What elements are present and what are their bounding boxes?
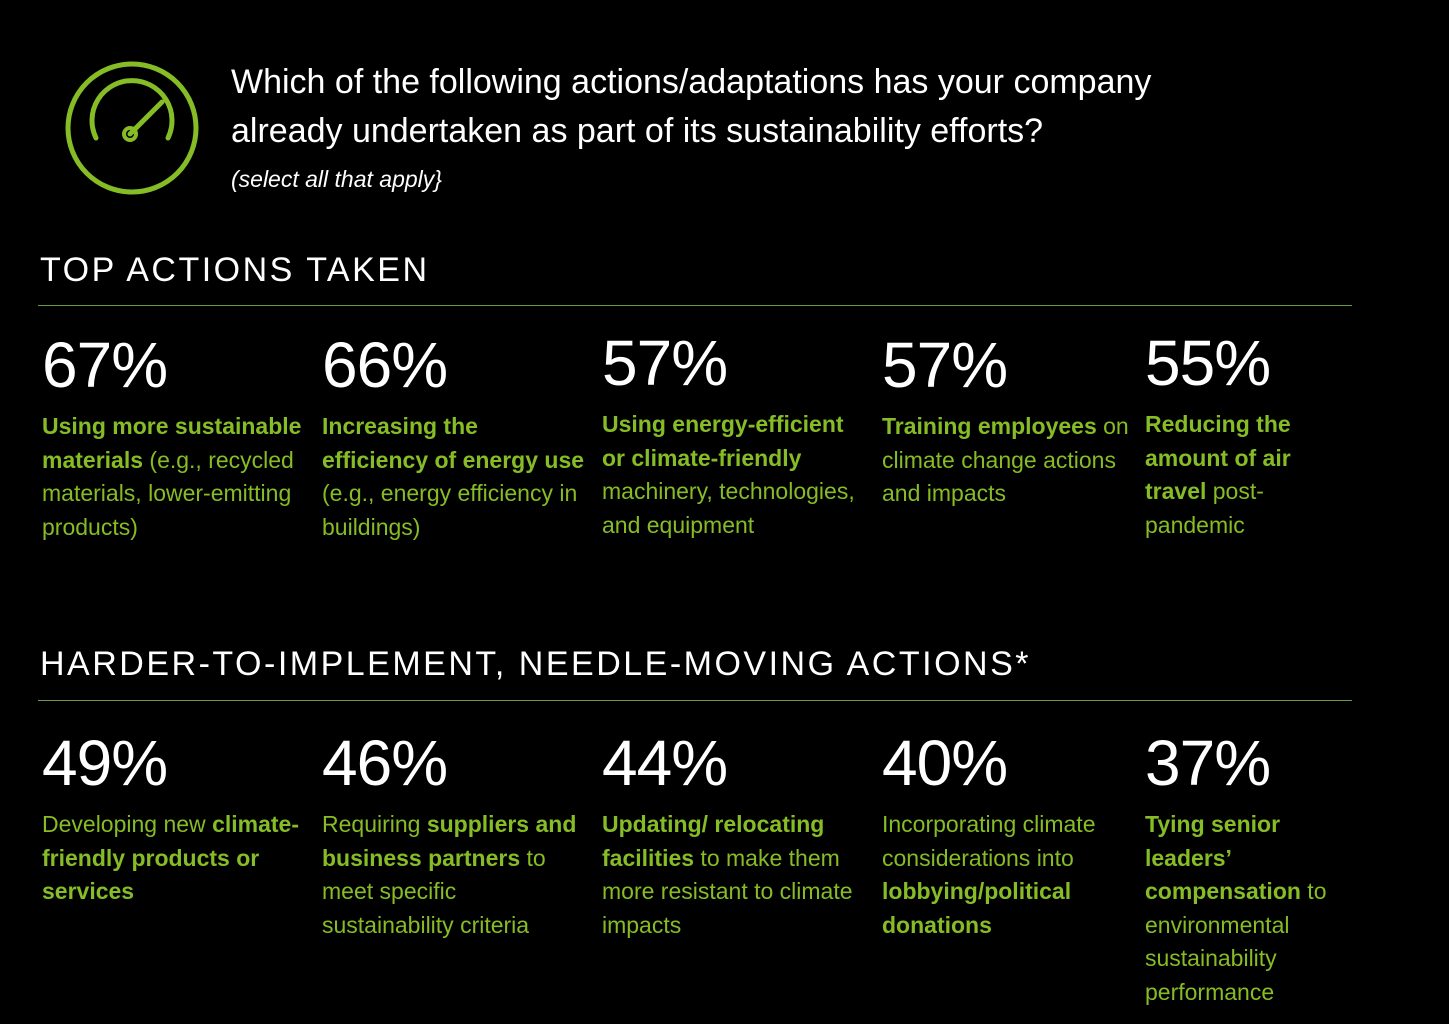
stat-card: 55% Reducing the amount of air travel po… [1145, 328, 1340, 542]
question-text: Which of the following actions/adaptatio… [231, 58, 1311, 156]
stat-description-text: Incorporating climate considerations int… [882, 811, 1096, 871]
stat-description-text: machinery, technologies, and equipment [602, 478, 855, 538]
question-line-2: already undertaken as part of its sustai… [231, 112, 1044, 150]
stat-percent: 37% [1145, 727, 1271, 799]
stat-card: 44% Updating/ relocating facilities to m… [602, 728, 867, 942]
stat-description-text: (e.g., recycled materials, lower-emittin… [42, 446, 294, 540]
stat-card: 40% Incorporating climate considerations… [882, 728, 1147, 942]
stat-description-emphasis: Tying senior leaders’ compensation [1145, 811, 1301, 904]
stat-description-text: Requiring [322, 811, 427, 837]
stat-description-text: on climate change actions and impacts [882, 413, 1129, 506]
stat-description-text: Developing new [42, 811, 213, 837]
stat-description-text: (e.g., energy efficiency in buildings) [322, 480, 578, 540]
stat-card: 66% Increasing the efficiency of energy … [322, 330, 587, 544]
stat-description: Using energy-efficient or climate-friend… [602, 408, 867, 542]
stat-description: Incorporating climate considerations int… [882, 808, 1147, 942]
stat-percent: 49% [42, 727, 168, 799]
stat-card: 37% Tying senior leaders’ compensation t… [1145, 728, 1345, 1009]
section-title-top-actions: TOP ACTIONS TAKEN [40, 251, 430, 289]
stat-description-emphasis: Training employees [882, 413, 1097, 439]
stat-description-emphasis: Increasing the efficiency of energy use [322, 413, 585, 473]
stat-description-text: post-pandemic [1145, 478, 1264, 538]
stat-card: 57% Training employees on climate change… [882, 330, 1147, 511]
stat-card: 49% Developing new climate-friendly prod… [42, 728, 307, 909]
stat-description: Reducing the amount of air travel post-p… [1145, 408, 1340, 542]
stat-description-emphasis: lobbying/political donations [882, 878, 1072, 938]
stat-description: Training employees on climate change act… [882, 410, 1147, 511]
stat-description-emphasis: Updating/ relocating facilities [602, 811, 825, 871]
stat-card: 46% Requiring suppliers and business par… [322, 728, 587, 942]
stat-description: Developing new climate-friendly products… [42, 808, 307, 909]
stat-percent: 57% [602, 327, 728, 399]
stat-description-emphasis: Reducing the amount of air travel [1145, 411, 1291, 504]
stat-card: 57% Using energy-efficient or climate-fr… [602, 328, 867, 542]
stat-percent: 40% [882, 727, 1008, 799]
stat-description-emphasis: Using more sustainable materials [42, 413, 302, 473]
stat-percent: 46% [322, 727, 448, 799]
stat-description-emphasis: suppliers and business partners [322, 811, 577, 871]
stat-description-emphasis: climate-friendly products or services [42, 811, 299, 904]
stat-description: Increasing the efficiency of energy use … [322, 410, 587, 544]
question-note: (select all that apply} [231, 166, 442, 192]
stat-card: 67% Using more sustainable materials (e.… [42, 330, 307, 544]
stat-percent: 66% [322, 329, 448, 401]
speedometer-icon [64, 60, 200, 196]
stat-description: Tying senior leaders’ compensation to en… [1145, 808, 1345, 1009]
stat-percent: 55% [1145, 327, 1271, 399]
stat-description-emphasis: Using energy-efficient or climate-friend… [602, 411, 844, 471]
section-divider [38, 305, 1352, 306]
stat-percent: 44% [602, 727, 728, 799]
stat-percent: 67% [42, 329, 168, 401]
stat-percent: 57% [882, 329, 1008, 401]
stat-description-text: to environmental sustainability performa… [1145, 878, 1327, 1005]
stat-description-text: to meet specific sustainability criteria [322, 844, 546, 938]
section-divider [38, 700, 1352, 701]
stat-description: Using more sustainable materials (e.g., … [42, 410, 307, 544]
stat-description-text: to make them more resistant to climate i… [602, 844, 853, 938]
question-block: Which of the following actions/adaptatio… [231, 58, 1311, 193]
question-line-1: Which of the following actions/adaptatio… [231, 63, 1152, 101]
stat-description: Requiring suppliers and business partner… [322, 808, 587, 942]
stat-description: Updating/ relocating facilities to make … [602, 808, 867, 942]
section-title-harder-actions: HARDER-TO-IMPLEMENT, NEEDLE-MOVING ACTIO… [40, 645, 1031, 683]
